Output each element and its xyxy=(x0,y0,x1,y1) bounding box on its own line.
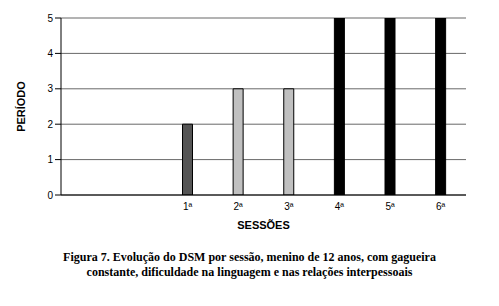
svg-text:1ª: 1ª xyxy=(183,201,193,212)
svg-text:5: 5 xyxy=(47,13,53,24)
svg-text:SESSÕES: SESSÕES xyxy=(237,219,290,231)
html-text:Figura 7. Evolução do DSM por: Figura 7. Evolução do DSM por sessão, me… xyxy=(63,250,436,279)
svg-text:0: 0 xyxy=(47,190,53,201)
svg-text:5ª: 5ª xyxy=(385,201,395,212)
svg-text:6ª: 6ª xyxy=(436,201,446,212)
svg-text:4: 4 xyxy=(47,48,53,59)
svg-text:2: 2 xyxy=(47,119,53,130)
svg-text:3ª: 3ª xyxy=(284,201,294,212)
svg-text:PERÍODO: PERÍODO xyxy=(15,81,27,132)
svg-text:4ª: 4ª xyxy=(335,201,345,212)
svg-text:2ª: 2ª xyxy=(234,201,244,212)
svg-text:1: 1 xyxy=(47,154,53,165)
svg-text:3: 3 xyxy=(47,83,53,94)
